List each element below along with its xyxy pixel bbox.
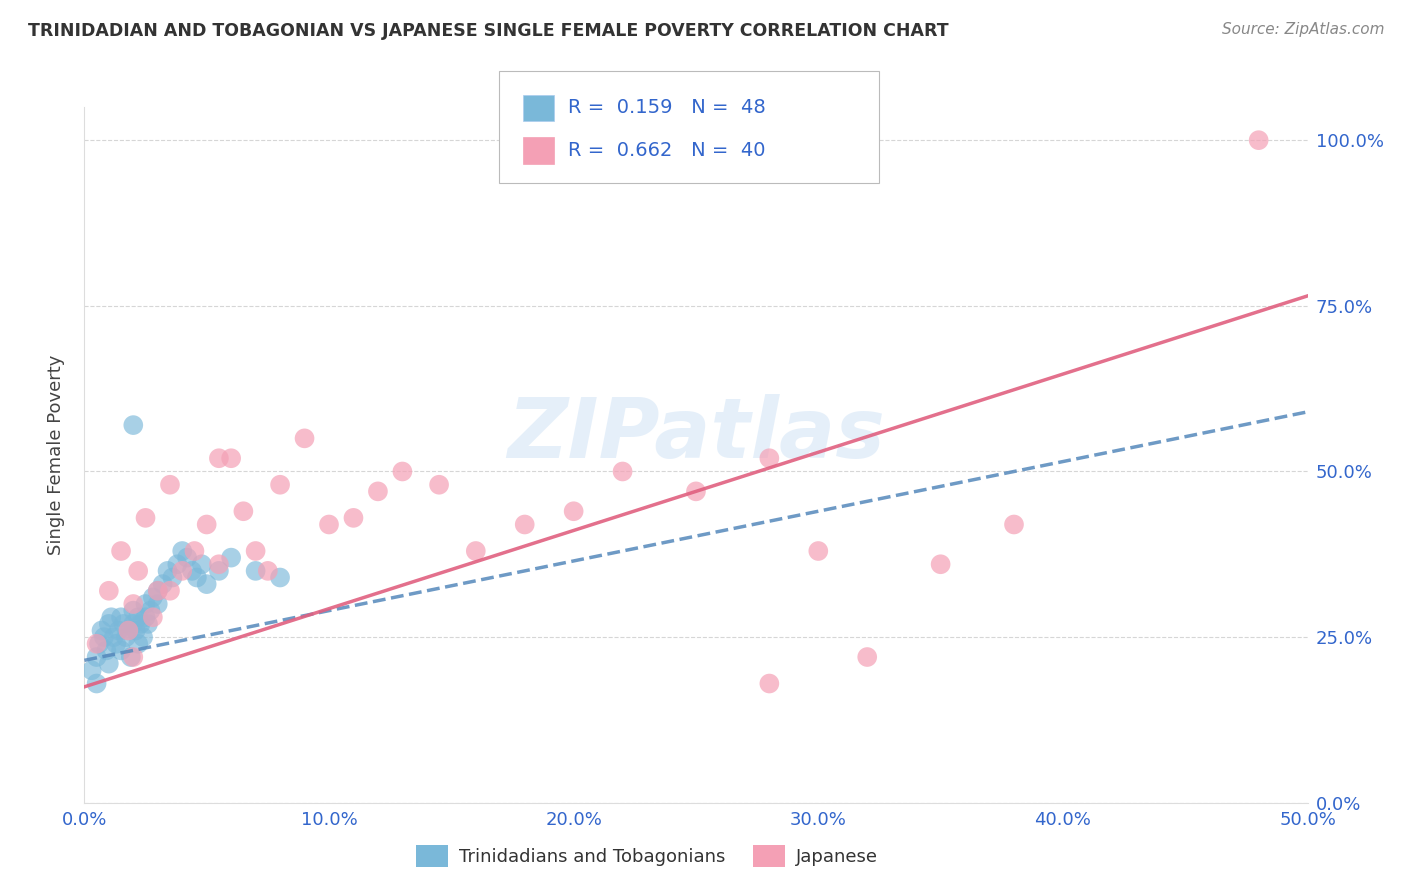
Point [612, 465, 634, 479]
Text: R =  0.662   N =  40: R = 0.662 N = 40 [568, 141, 765, 161]
Point [135, 511, 157, 525]
Point [427, 477, 450, 491]
Point [110, 643, 132, 657]
Text: ZIPatlas: ZIPatlas [508, 393, 884, 475]
Point [367, 484, 389, 499]
Point [139, 604, 162, 618]
Point [80, 663, 103, 677]
Point [208, 558, 231, 572]
Point [166, 558, 188, 572]
Point [93, 630, 115, 644]
Point [929, 558, 952, 572]
Point [208, 451, 231, 466]
Point [269, 477, 291, 491]
Point [127, 610, 149, 624]
Point [127, 564, 149, 578]
Point [318, 517, 340, 532]
Point [162, 570, 184, 584]
Point [245, 564, 267, 578]
Point [191, 558, 214, 572]
Point [100, 610, 122, 624]
Point [146, 597, 169, 611]
Point [135, 610, 157, 624]
Point [219, 451, 242, 466]
Point [232, 504, 254, 518]
Point [856, 650, 879, 665]
Point [120, 650, 142, 665]
Point [122, 650, 145, 665]
Point [90, 624, 112, 638]
Point [172, 544, 194, 558]
Point [172, 564, 194, 578]
Point [181, 564, 204, 578]
Y-axis label: Single Female Poverty: Single Female Poverty [46, 355, 65, 555]
Point [122, 604, 145, 618]
Legend: Trinidadians and Tobagonians, Japanese: Trinidadians and Tobagonians, Japanese [409, 838, 886, 874]
Point [758, 676, 780, 690]
Point [107, 624, 129, 638]
Text: Source: ZipAtlas.com: Source: ZipAtlas.com [1222, 22, 1385, 37]
Point [269, 570, 291, 584]
Point [1002, 517, 1025, 532]
Point [97, 657, 120, 671]
Point [117, 624, 139, 638]
Point [146, 583, 169, 598]
Text: TRINIDADIAN AND TOBAGONIAN VS JAPANESE SINGLE FEMALE POVERTY CORRELATION CHART: TRINIDADIAN AND TOBAGONIAN VS JAPANESE S… [28, 22, 949, 40]
Point [562, 504, 585, 518]
Point [219, 550, 242, 565]
Point [136, 616, 159, 631]
Text: R =  0.159   N =  48: R = 0.159 N = 48 [568, 98, 766, 118]
Point [156, 564, 179, 578]
Point [195, 577, 218, 591]
Point [125, 624, 148, 638]
Point [186, 570, 208, 584]
Point [117, 624, 139, 638]
Point [86, 676, 108, 690]
Point [257, 564, 280, 578]
Point [96, 643, 118, 657]
Point [132, 630, 155, 644]
Point [342, 511, 364, 525]
Point [391, 465, 413, 479]
Point [110, 544, 132, 558]
Point [183, 544, 205, 558]
Point [142, 610, 165, 624]
Point [142, 591, 165, 605]
Point [146, 583, 169, 598]
Point [135, 597, 157, 611]
Point [159, 583, 181, 598]
Point [807, 544, 830, 558]
Point [685, 484, 707, 499]
Point [294, 431, 316, 445]
Point [122, 616, 145, 631]
Point [110, 610, 132, 624]
Point [195, 517, 218, 532]
Point [245, 544, 267, 558]
Point [87, 637, 110, 651]
Point [464, 544, 486, 558]
Point [112, 616, 135, 631]
Point [127, 637, 149, 651]
Point [122, 597, 145, 611]
Point [105, 637, 128, 651]
Point [176, 550, 198, 565]
Point [1247, 133, 1270, 147]
Point [208, 564, 231, 578]
Point [159, 477, 181, 491]
Point [86, 650, 108, 665]
Point [86, 637, 108, 651]
Point [152, 577, 174, 591]
Point [122, 418, 145, 433]
Point [758, 451, 780, 466]
Point [103, 630, 125, 644]
Point [129, 616, 152, 631]
Point [115, 630, 138, 644]
Point [97, 583, 120, 598]
Point [97, 616, 120, 631]
Point [513, 517, 536, 532]
